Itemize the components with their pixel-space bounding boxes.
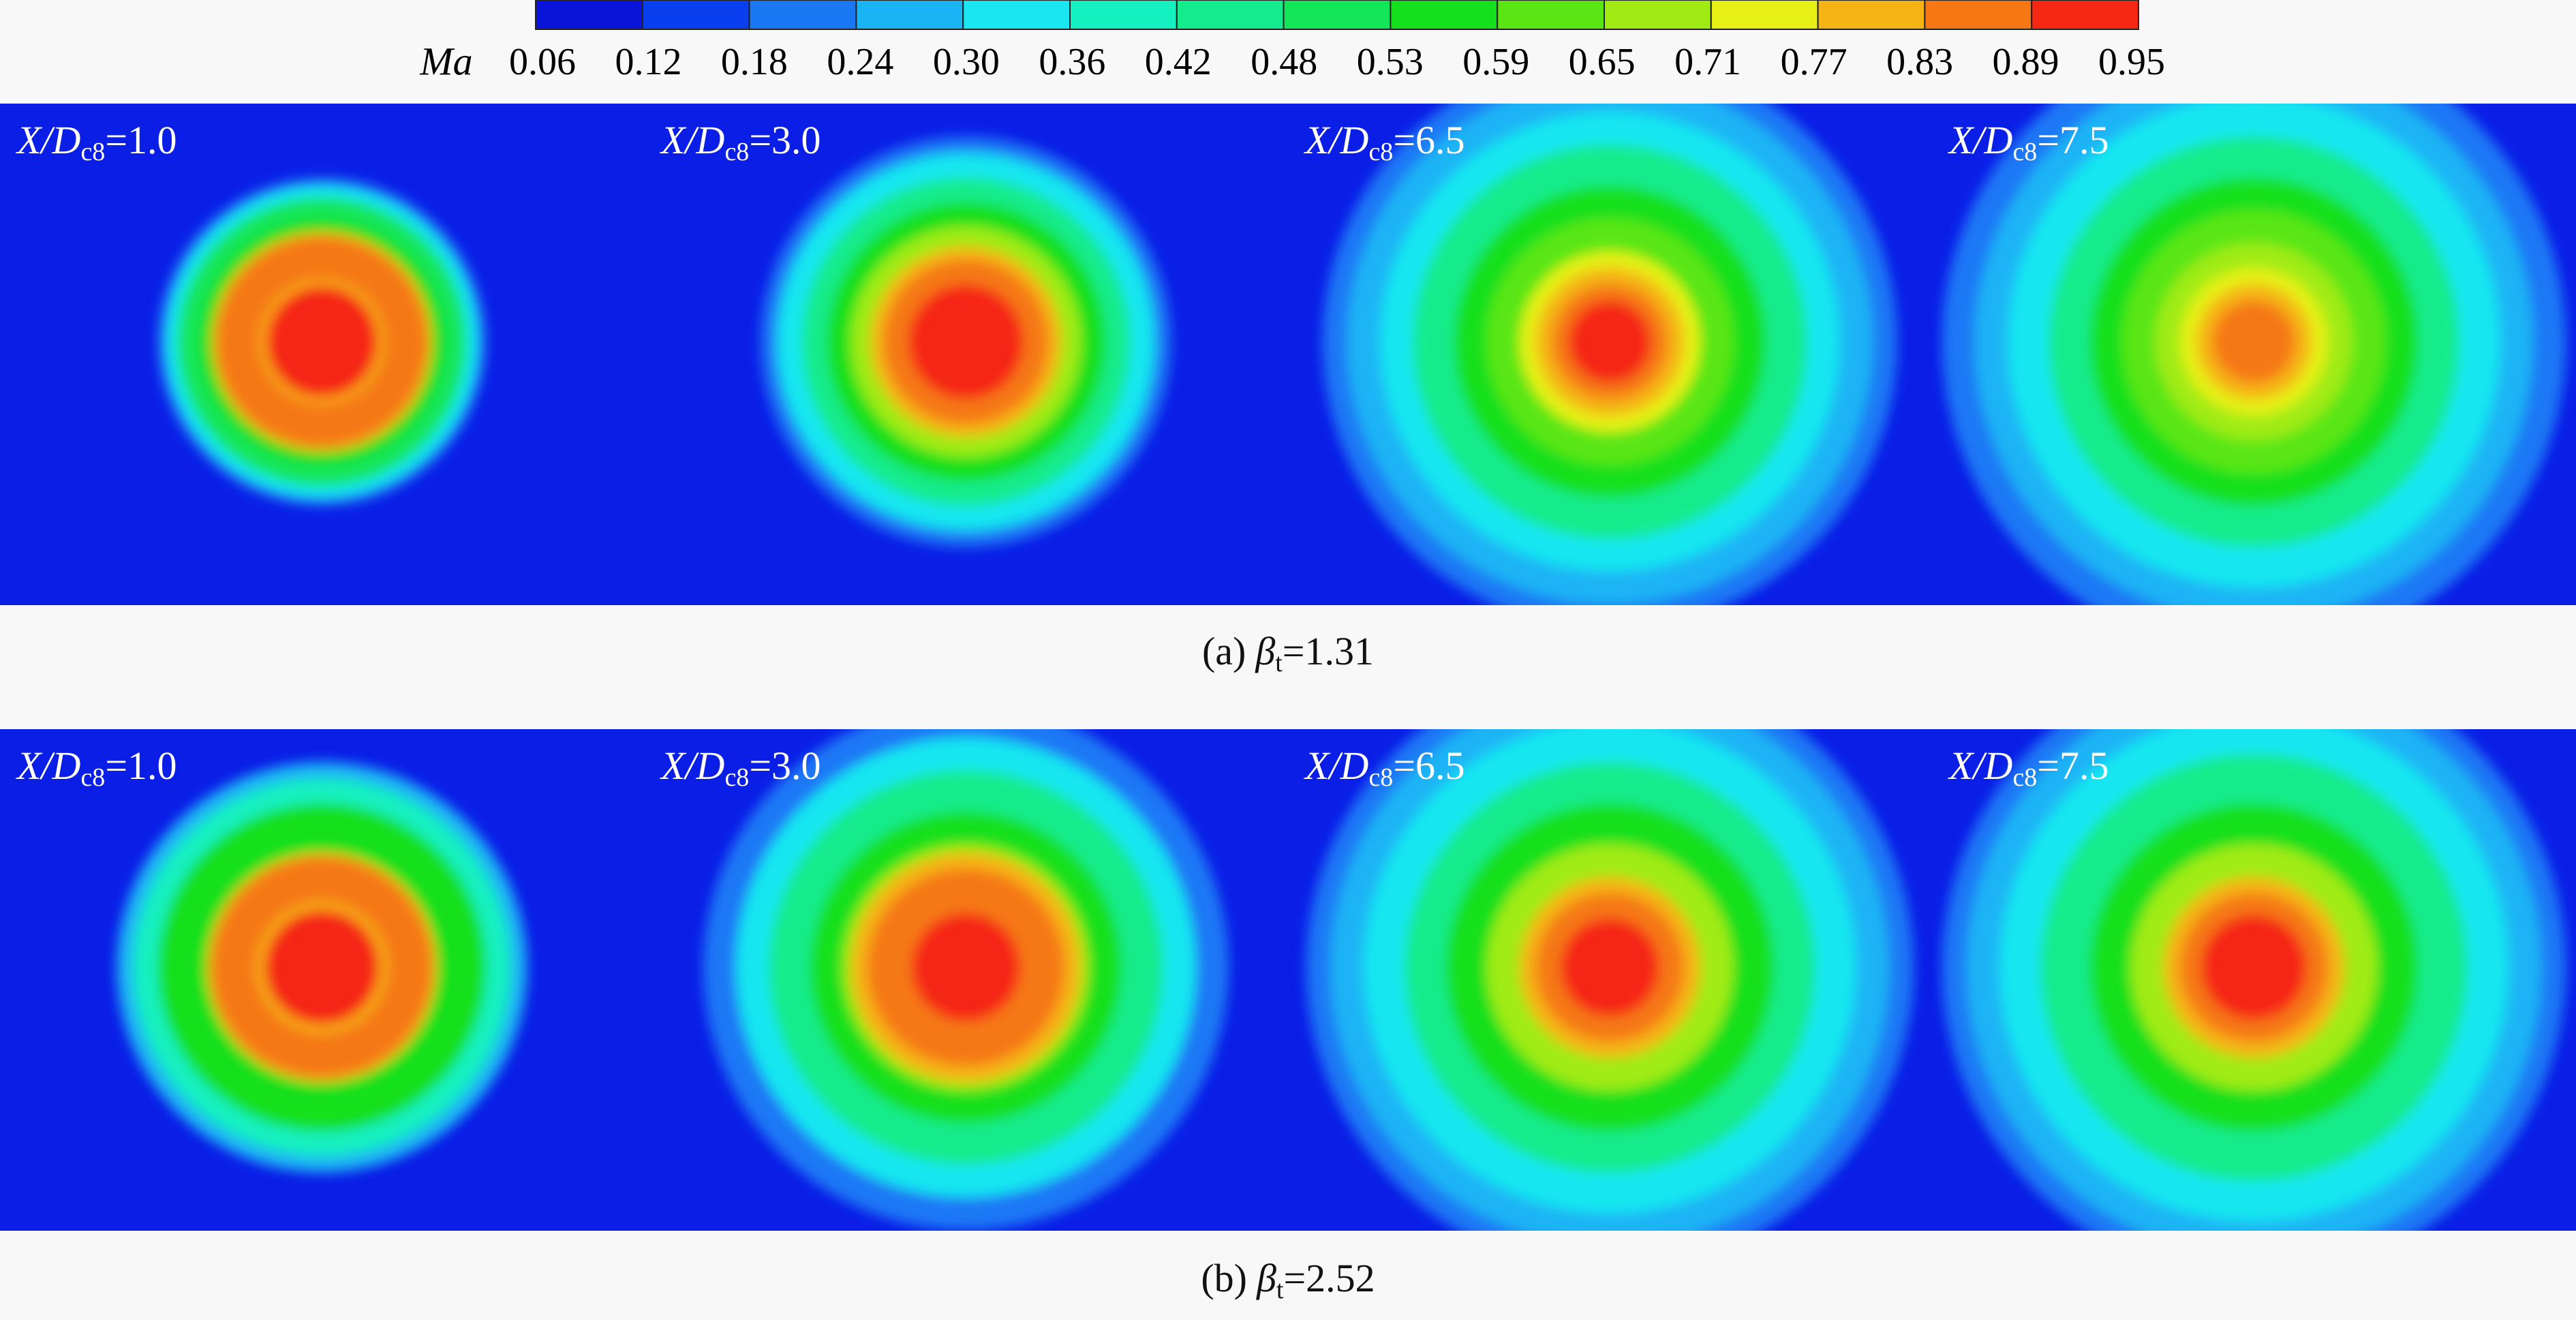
panel-label-sub: c8: [80, 763, 105, 792]
panel-label-value: =1.0: [105, 118, 177, 162]
colorbar-segment: [1710, 0, 1819, 30]
panel-label-var: X/D: [16, 743, 81, 788]
caption-prefix: (a): [1202, 629, 1246, 673]
contour-rings: [1942, 729, 2566, 1231]
colorbar-segment: [535, 0, 643, 30]
contour-ring: [1561, 918, 1659, 1017]
colorbar-tick-label: 0.77: [1781, 41, 1847, 83]
colorbar-tick-label: 0.89: [1993, 41, 2059, 83]
contour-rings: [117, 762, 527, 1173]
caption-subscript: t: [1276, 1276, 1284, 1304]
panel-label-sub: c8: [1368, 763, 1393, 792]
panel-label: X/Dc8=3.0: [660, 743, 821, 791]
colorbar-segment: [1817, 0, 1926, 30]
contour-rings: [1942, 104, 2566, 605]
panel-label-sub: c8: [80, 138, 105, 166]
contour-ring: [266, 286, 378, 398]
colorbar-segment: [1390, 0, 1499, 30]
colorbar-segment: [855, 0, 964, 30]
caption-symbol: β: [1256, 1256, 1276, 1300]
panel-label-value: =3.0: [749, 743, 821, 788]
colorbar-tick-label: 0.83: [1886, 41, 1953, 83]
caption-value: =1.31: [1283, 629, 1374, 673]
colorbar-segment: [641, 0, 750, 30]
colorbar-segment: [1924, 0, 2033, 30]
panel-label-value: =3.0: [749, 118, 821, 162]
colorbar-tick-label: 0.95: [2098, 41, 2165, 83]
contour-panel: [644, 104, 1288, 605]
panel-label-sub: c8: [724, 763, 749, 792]
contour-ring: [264, 910, 380, 1025]
colorbar-tick-label: 0.30: [933, 41, 1000, 83]
contour-panel: [0, 104, 644, 605]
caption: (a) βt=1.31: [1202, 629, 1374, 677]
contour-rings: [703, 729, 1229, 1230]
panel-label: X/Dc8=7.5: [1948, 743, 2109, 791]
colorbar-segment: [962, 0, 1071, 30]
panel-label-sub: c8: [2012, 763, 2037, 792]
panel-label-value: =6.5: [1393, 743, 1465, 788]
colorbar-tick-label: 0.12: [615, 41, 681, 83]
panel-label-sub: c8: [1368, 138, 1393, 166]
contour-ring: [1569, 301, 1651, 383]
caption: (b) βt=2.52: [1201, 1256, 1375, 1304]
colorbar-tick-label: 0.24: [827, 41, 893, 83]
colorbar-tick-label: 0.06: [509, 41, 576, 83]
caption-symbol: β: [1255, 629, 1275, 673]
contour-ring: [908, 284, 1024, 399]
colorbar-segment: [748, 0, 857, 30]
panel-label-var: X/D: [1304, 743, 1369, 788]
caption-value: =2.52: [1283, 1256, 1375, 1300]
contour-ring: [2201, 915, 2307, 1020]
panel-label-var: X/D: [1948, 118, 2013, 162]
panel-label-sub: c8: [724, 138, 749, 166]
colorbar-tick-label: 0.59: [1462, 41, 1529, 83]
contour-panel: [1932, 729, 2576, 1231]
contour-panel: [1288, 729, 1932, 1231]
contour-panel: [1288, 104, 1932, 605]
panel-label-value: =1.0: [105, 743, 177, 788]
colorbar-segment: [1069, 0, 1178, 30]
panel-label: X/Dc8=3.0: [660, 118, 821, 166]
colorbar-tick-label: 0.42: [1145, 41, 1212, 83]
colorbar-tick-label: 0.71: [1674, 41, 1741, 83]
panel-label: X/Dc8=6.5: [1304, 743, 1465, 791]
colorbar-tick-label: 0.53: [1357, 41, 1424, 83]
contour-panel: [644, 729, 1288, 1231]
panel-label-var: X/D: [16, 118, 81, 162]
colorbar-tick-label: 0.36: [1039, 41, 1105, 83]
colorbar-segment: [1176, 0, 1285, 30]
colorbar-segment: [1497, 0, 1605, 30]
contour-rings: [1306, 729, 1914, 1231]
colorbar-tick-label: 0.65: [1569, 41, 1636, 83]
colorbar-label: Ma: [419, 39, 472, 83]
contour-rings: [157, 177, 487, 506]
colorbar-tick-label: 0.18: [721, 41, 788, 83]
panel-label-value: =7.5: [2037, 118, 2109, 162]
caption-subscript: t: [1275, 649, 1283, 677]
panel-label-value: =6.5: [1393, 118, 1465, 162]
colorbar-segment: [1283, 0, 1392, 30]
contour-ring: [911, 912, 1020, 1022]
contour-rings: [1322, 104, 1897, 605]
panel-label-var: X/D: [1304, 118, 1369, 162]
panel-label: X/Dc8=6.5: [1304, 118, 1465, 166]
panel-label-value: =7.5: [2037, 743, 2109, 788]
panel-label: X/Dc8=1.0: [16, 743, 177, 791]
panel-label-var: X/D: [660, 118, 725, 162]
caption-prefix: (b): [1201, 1256, 1247, 1300]
panel-label-sub: c8: [2012, 138, 2037, 166]
colorbar-segment: [2031, 0, 2139, 30]
panel-label-var: X/D: [660, 743, 725, 788]
colorbar-segment: [1604, 0, 1712, 30]
panel-label: X/Dc8=7.5: [1948, 118, 2109, 166]
panel-label: X/Dc8=1.0: [16, 118, 177, 166]
contour-panel: [0, 729, 644, 1231]
contour-rings: [761, 136, 1171, 547]
contour-ring: [2213, 301, 2295, 383]
contour-panel: [1932, 104, 2576, 605]
colorbar-tick-label: 0.48: [1251, 41, 1317, 83]
panel-label-var: X/D: [1948, 743, 2013, 788]
